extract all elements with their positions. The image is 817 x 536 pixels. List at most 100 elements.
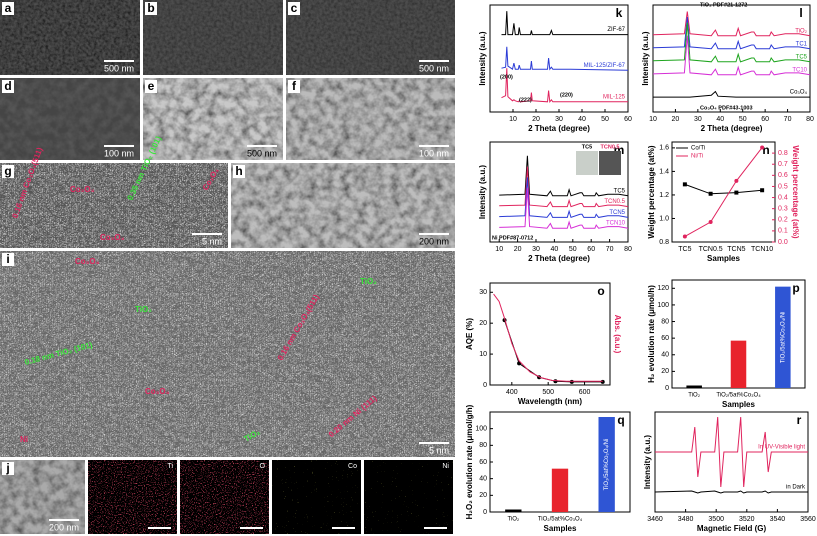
point [734,190,739,195]
x-axis-label: 2 Theta (degree) [528,254,590,263]
annotation: Co₃O₄ [100,233,125,242]
annotation: (222) [519,97,532,103]
bar [775,286,791,388]
point [682,182,687,187]
x-tick-label: 70 [606,246,614,253]
y-tick-label: 1.0 [659,215,669,222]
y2-tick-label: 0.8 [778,150,788,157]
series-label: TCN5 [609,210,625,216]
point [569,379,574,384]
x-axis-label: 2 Theta (degree) [701,124,763,133]
y-tick-label: 0 [483,509,487,516]
panel-label: a [5,1,12,15]
bar [505,509,522,512]
y-axis-label: H₂O₂ evolution rate (μmol/g/h) [465,404,474,519]
annotation: Ni [20,435,28,444]
map-label: Ti [167,463,173,470]
annotation: Ni PDF#87-0712 [492,235,533,241]
map-label: Ni [442,463,449,470]
x-tick-label: 40 [578,116,586,123]
y-tick-label: 1.2 [659,192,669,199]
y2-axis-label: Weight percentage (at%) [791,145,800,239]
scale-bar-text: 5 nm [429,445,449,455]
y2-tick-label: 0.1 [778,228,788,235]
x-tick-label: 10 [649,116,657,123]
y-tick-label: 30 [479,289,487,296]
panel-label: b [147,1,154,15]
x-tick-label: 20 [532,116,540,123]
plot-frame [652,4,811,113]
category-label: TiO₂/5at%Co₃O₄ [716,393,761,399]
x-axis-label: Samples [722,400,755,409]
series-label: TC5 [614,188,626,194]
panel-label-box [145,2,157,15]
panel-label-box [2,2,14,15]
y2-tick-label: 0.5 [778,183,788,190]
y-tick-label: 0 [483,382,487,389]
x-tick-label: 3540 [770,516,786,523]
panel-label-box [288,2,300,15]
y2-tick-label: 0.3 [778,206,788,213]
x-tick-label: 3460 [647,516,663,523]
y-tick-label: 100 [475,426,487,433]
y2-tick-label: 0.2 [778,217,788,224]
point [682,234,687,239]
series-label: TCN10 [606,221,626,227]
x-tick-label: 3520 [739,516,755,523]
x-tick-label: 30 [694,116,702,123]
category-label: TiO₂/5at%Co₃O₄ [538,517,583,523]
x-tick-label: 10 [495,246,503,253]
panel-label: k [616,6,623,20]
y-axis-label: Intensity (a.u.) [643,435,652,490]
x-axis-label: Samples [707,254,740,263]
x-tick-label: 30 [532,246,540,253]
annotation: TC5 [582,144,592,150]
panel-label-box [145,80,157,93]
y-tick-label: 20 [661,368,669,375]
plot-frame [489,282,611,386]
panel-label: g [4,164,11,178]
annotation: (200) [500,74,513,80]
point [600,379,605,384]
category-label: TCN10 [751,246,773,253]
y2-tick-label: 0.7 [778,161,788,168]
inset-photo [599,151,621,175]
x-axis-label: Wavelength (nm) [518,397,582,406]
series-label: MIL-125 [603,94,626,100]
micrograph [143,0,283,75]
point [760,188,765,193]
panel-label-box [2,80,14,93]
annotation: Co₃O₄ [75,257,100,266]
chart: 3460 3480 3500 3520 3540 3560 Magnetic Field (… [643,411,816,533]
point [734,178,739,183]
panel-label-box [233,165,245,178]
y-tick-label: 80 [479,442,487,449]
series-label: MIL-125/ZIF-67 [584,63,626,69]
scale-bar-text: 200 nm [49,522,79,532]
y-tick-label: 1.4 [659,168,669,175]
y-axis-label: H₂ evolution rate (μmol/h) [647,285,656,383]
x-tick-label: 50 [601,116,609,123]
y-tick-label: 60 [479,459,487,466]
y-tick-label: 40 [479,476,487,483]
panel-label: q [617,413,624,427]
y-tick-label: 10 [479,351,487,358]
annotation: TiO₂ [360,277,377,286]
scale-bar-text: 100 nm [104,148,134,158]
point [760,145,765,150]
element-map [364,460,453,534]
legend-text: Co/Ti [691,146,705,152]
series-label: TC10 [792,67,807,73]
element-map [180,460,269,534]
point [708,191,713,196]
x-tick-label: 60 [587,246,595,253]
micrograph [0,251,455,457]
x-tick-label: 40 [551,246,559,253]
y-tick-label: 120 [657,285,669,292]
category-label: TiO₂ [688,393,700,399]
series-line [493,293,603,382]
y-axis-label: AQE (%) [465,318,474,350]
point [708,220,713,224]
point [553,379,558,384]
